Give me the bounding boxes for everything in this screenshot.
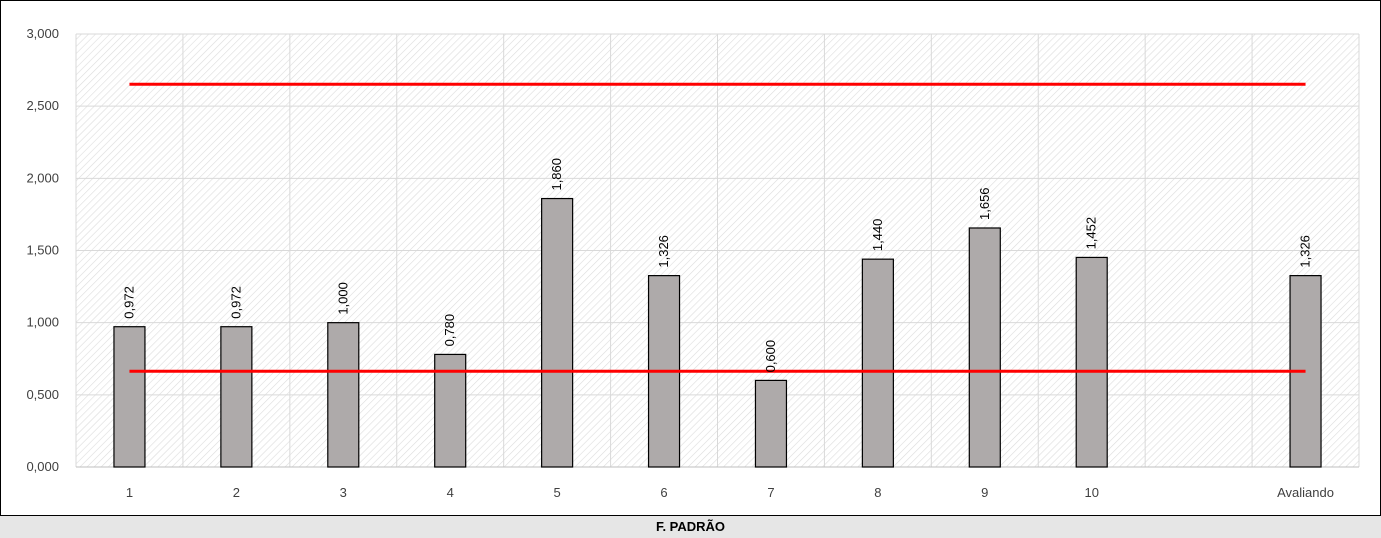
- x-axis-ticks: 1 2 3 4 5 6 7 8 9 10 Avaliando: [126, 485, 1334, 500]
- bar: [1075, 256, 1108, 468]
- x-tick-label: 5: [554, 485, 561, 500]
- x-tick-label: 10: [1084, 485, 1098, 500]
- bars: [113, 197, 1322, 468]
- chart-frame: 0,000 0,500 1,000 1,500 2,000 2,500 3,000 1 2 3 4…: [0, 0, 1381, 516]
- bar: [220, 326, 253, 468]
- data-label: 1,326: [1298, 235, 1313, 268]
- bar: [113, 326, 146, 468]
- data-label: 0,972: [228, 286, 243, 319]
- data-label: 1,656: [977, 187, 992, 220]
- x-tick-label: 8: [874, 485, 881, 500]
- data-label: 1,452: [1084, 217, 1099, 250]
- x-tick-label: 2: [233, 485, 240, 500]
- bar: [327, 322, 360, 468]
- bar: [861, 258, 894, 468]
- x-tick-label: 6: [660, 485, 667, 500]
- bar: [541, 197, 574, 468]
- y-tick-label: 0,500: [26, 387, 59, 402]
- bar: [434, 353, 467, 468]
- bar-chart: 0,000 0,500 1,000 1,500 2,000 2,500 3,000 1 2 3 4…: [26, 26, 1360, 500]
- bar: [754, 379, 788, 468]
- data-label: 0,600: [763, 340, 778, 373]
- x-tick-label: 1: [126, 485, 133, 500]
- data-label: 1,860: [549, 158, 564, 191]
- data-label: 0,972: [121, 286, 136, 319]
- x-tick-label: 9: [981, 485, 988, 500]
- y-tick-label: 2,000: [26, 170, 59, 185]
- x-axis-title: F. PADRÃO: [655, 519, 726, 534]
- x-tick-label: 4: [447, 485, 454, 500]
- data-label: 1,326: [656, 235, 671, 268]
- y-tick-label: 3,000: [26, 26, 59, 41]
- y-tick-label: 1,000: [26, 315, 59, 330]
- data-labels: 0,972 0,972 1,000 0,780 1,860 1,326 0,600 1,440…: [121, 158, 1312, 372]
- bar: [968, 227, 1001, 468]
- y-tick-label: 0,000: [26, 459, 59, 474]
- data-label: 1,000: [335, 282, 350, 315]
- reference-lines: [129, 82, 1306, 373]
- data-label: 1,440: [870, 219, 885, 252]
- y-tick-label: 1,500: [26, 243, 59, 258]
- data-label: 0,780: [442, 314, 457, 347]
- x-tick-label: Avaliando: [1277, 485, 1334, 500]
- y-tick-label: 2,500: [26, 98, 59, 113]
- x-tick-label: 3: [340, 485, 347, 500]
- y-axis-ticks: 0,000 0,500 1,000 1,500 2,000 2,500 3,000: [26, 26, 59, 474]
- gridlines: [75, 33, 1360, 468]
- x-tick-label: 7: [767, 485, 774, 500]
- footer-bar: F. PADRÃO: [0, 516, 1381, 538]
